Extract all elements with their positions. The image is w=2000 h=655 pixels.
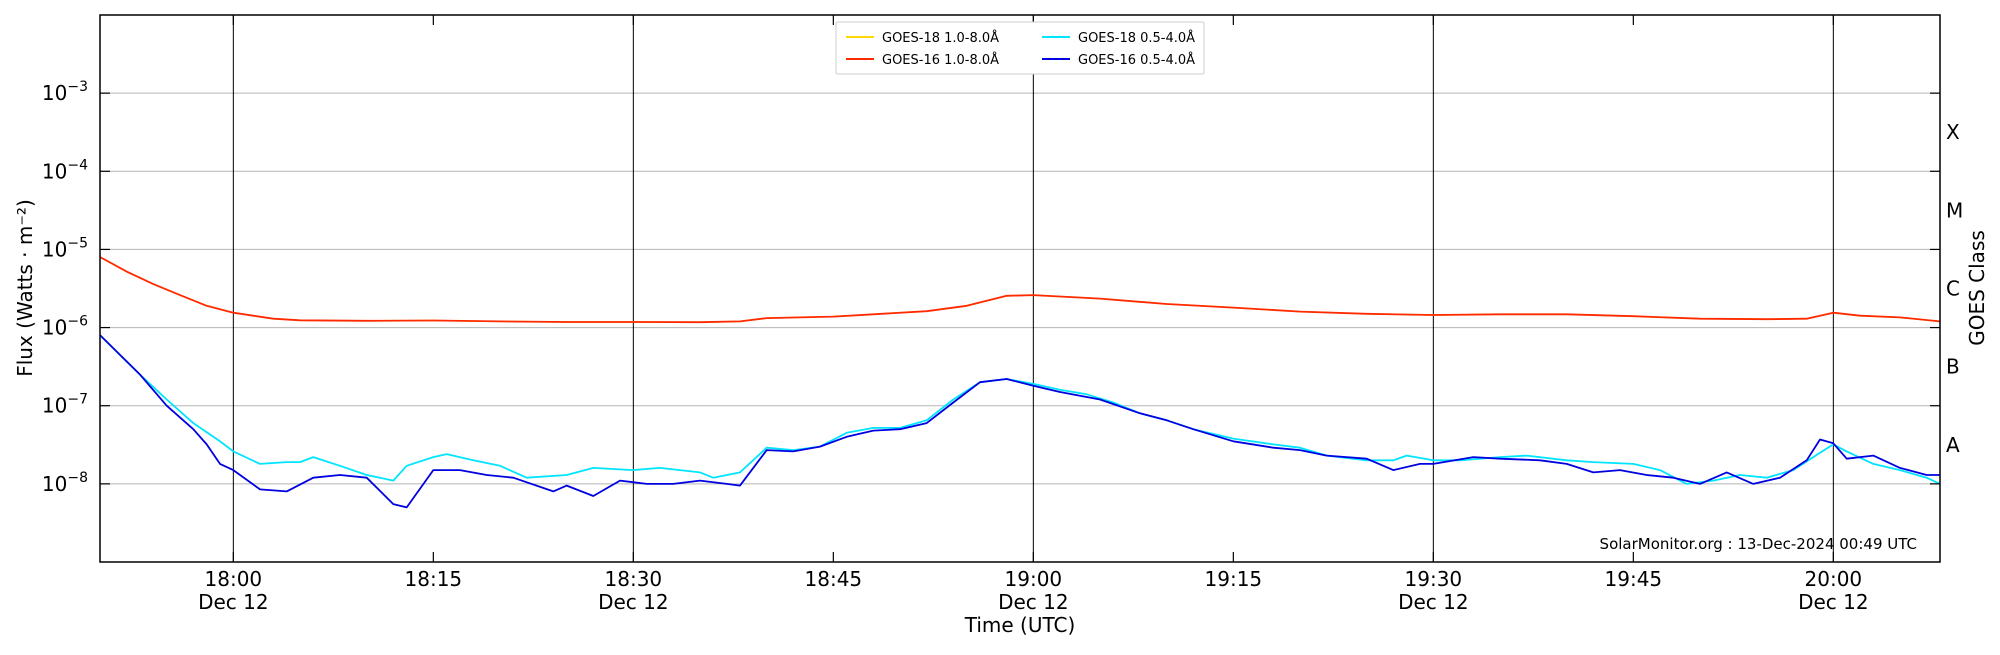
series-line-2 [99,256,1941,324]
x-tick-label: 18:15 [405,567,463,591]
series-line-1 [99,256,1941,323]
goes-class-label-a: A [1946,433,1960,457]
x-tick-date-label: Dec 12 [198,590,269,614]
x-tick-date-label: Dec 12 [598,590,669,614]
x-tick-label: 19:00 [1005,567,1063,591]
x-tick-label: 19:30 [1405,567,1463,591]
y-tick-label: 10−5 [42,235,88,261]
plot-frame [99,14,1941,563]
x-tick-label: 18:00 [205,567,263,591]
grid-layer [100,15,1940,562]
legend: GOES-18 1.0-8.0Å GOES-16 1.0-8.0Å GOES-18 … [835,21,1205,75]
y-tick-label: 10−7 [42,392,88,418]
legend-label: GOES-18 0.5-4.0Å [1078,30,1195,46]
x-tick-label: 18:30 [605,567,663,591]
x-tick-label: 20:00 [1805,567,1863,591]
x-tick-label: 19:15 [1205,567,1263,591]
y-tick-label: 10−3 [42,79,88,105]
right-axis-title: GOES Class [1965,230,1989,346]
goes-class-label-x: X [1946,120,1960,144]
x-axis-title: Time (UTC) [964,613,1076,637]
goes-class-label-c: C [1946,277,1960,301]
x-tick-date-label: Dec 12 [1798,590,1869,614]
y-tick-label: 10−4 [42,157,88,183]
y-axis-title: Flux (Watts · m⁻²) [13,199,37,377]
y-tick-label: 10−6 [42,314,88,340]
x-tick-date-label: Dec 12 [998,590,1069,614]
series-line-4 [99,334,1940,509]
legend-label: GOES-18 1.0-8.0Å [882,30,999,46]
legend-label: GOES-16 1.0-8.0Å [882,52,999,68]
series-line-3 [99,334,1941,485]
series-layer [99,256,1941,509]
x-tick-label: 19:45 [1605,567,1663,591]
goes-class-label-m: M [1946,198,1963,222]
x-tick-label: 18:45 [805,567,863,591]
goes-class-label-b: B [1946,355,1960,379]
legend-frame [835,21,1205,75]
credit-text: SolarMonitor.org : 13-Dec-2024 00:49 UTC [1600,535,1917,553]
x-tick-date-label: Dec 12 [1398,590,1469,614]
legend-label: GOES-16 0.5-4.0Å [1078,52,1195,68]
y-tick-label: 10−8 [42,470,88,496]
